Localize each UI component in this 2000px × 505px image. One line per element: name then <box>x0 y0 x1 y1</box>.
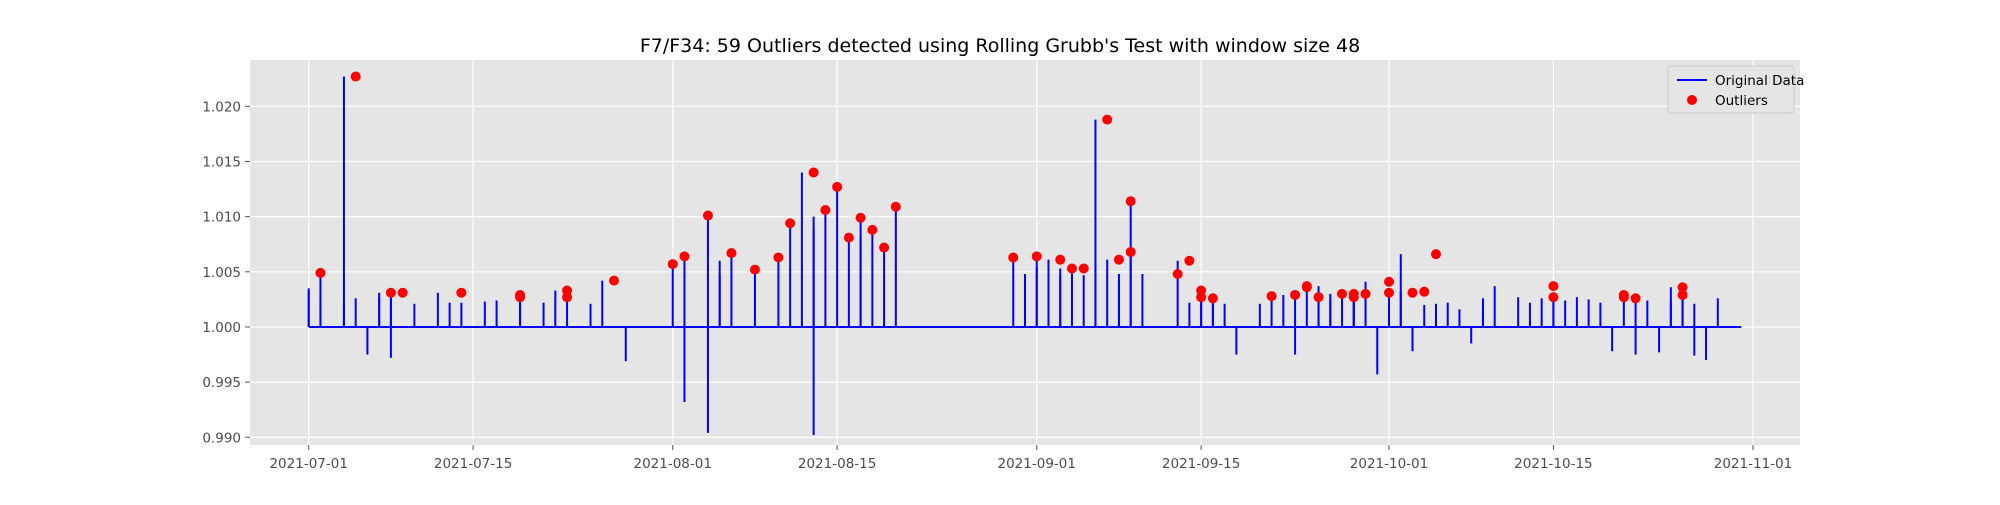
chart-title: F7/F34: 59 Outliers detected using Rolli… <box>640 35 1360 57</box>
outlier-point <box>1078 263 1089 274</box>
outlier-point <box>1196 292 1207 303</box>
outlier-point <box>1031 251 1042 262</box>
outlier-point <box>1360 288 1371 299</box>
outlier-point <box>867 224 878 235</box>
x-tick-label: 2021-08-01 <box>633 456 711 472</box>
outlier-point <box>1548 292 1559 303</box>
plot-area <box>250 60 1800 445</box>
outlier-point <box>808 167 819 178</box>
legend-dot-swatch <box>1687 95 1697 105</box>
outlier-point <box>315 267 326 278</box>
x-tick-label: 2021-11-01 <box>1714 456 1792 472</box>
outlier-point <box>890 201 901 212</box>
outlier-point <box>749 264 760 275</box>
x-tick-label: 2021-08-15 <box>798 456 876 472</box>
outlier-point <box>1630 293 1641 304</box>
outlier-point <box>1207 293 1218 304</box>
y-tick-label: 1.015 <box>202 154 241 170</box>
outlier-point <box>785 218 796 229</box>
outlier-point <box>562 292 573 303</box>
outlier-point <box>702 210 713 221</box>
y-tick-label: 1.005 <box>202 265 241 281</box>
outlier-point <box>1313 292 1324 303</box>
legend: Original Data Outliers <box>1667 65 1804 114</box>
axis-ticks: 2021-07-01 2021-07-15 2021-08-01 2021-08-15… <box>202 99 1792 472</box>
legend-box <box>1667 65 1795 114</box>
outlier-point <box>1066 263 1077 274</box>
outlier-point <box>1618 292 1629 303</box>
outlier-point <box>1677 282 1688 293</box>
outlier-point <box>456 287 467 298</box>
outlier-point <box>1290 289 1301 300</box>
outlier-point <box>1266 291 1277 302</box>
x-tick-label: 2021-07-01 <box>269 456 347 472</box>
x-tick-label: 2021-09-01 <box>998 456 1076 472</box>
outlier-point <box>832 181 843 192</box>
outlier-point <box>515 292 526 303</box>
outlier-point <box>1384 287 1395 298</box>
y-tick-label: 1.020 <box>202 99 241 115</box>
outlier-point <box>1337 288 1348 299</box>
outlier-point <box>1407 287 1418 298</box>
outlier-point <box>385 287 396 298</box>
outlier-point <box>1102 114 1113 125</box>
outlier-point <box>843 232 854 243</box>
outlier-point <box>1548 281 1559 292</box>
x-tick-label: 2021-10-01 <box>1350 456 1428 472</box>
y-tick-label: 1.010 <box>202 210 241 226</box>
outlier-point <box>1677 289 1688 300</box>
outlier-point <box>1172 269 1183 280</box>
outlier-point <box>1008 252 1019 263</box>
x-tick-label: 2021-07-15 <box>434 456 512 472</box>
outlier-point <box>1184 255 1195 266</box>
outlier-point <box>1430 249 1441 260</box>
legend-label: Original Data <box>1715 73 1804 89</box>
x-tick-label: 2021-10-15 <box>1514 456 1592 472</box>
outlier-point <box>1113 254 1124 265</box>
outlier-point <box>1055 254 1066 265</box>
outlier-point <box>820 205 831 216</box>
outlier-point <box>1348 288 1359 299</box>
legend-label: Outliers <box>1715 93 1768 109</box>
outlier-point <box>1384 276 1395 287</box>
outlier-point <box>397 287 408 298</box>
outlier-point <box>726 248 737 259</box>
outlier-points <box>315 71 1688 304</box>
y-tick-label: 0.990 <box>202 430 241 446</box>
outlier-point <box>679 251 690 262</box>
outlier-point <box>609 275 620 286</box>
outlier-point <box>1419 286 1430 297</box>
y-tick-label: 1.000 <box>202 320 241 336</box>
x-tick-label: 2021-09-15 <box>1162 456 1240 472</box>
outlier-point <box>350 71 361 82</box>
outlier-point <box>1125 246 1136 257</box>
outlier-point <box>855 212 866 223</box>
outlier-point <box>1125 196 1136 207</box>
outlier-point <box>1301 281 1312 292</box>
outlier-point <box>667 259 678 270</box>
y-tick-label: 0.995 <box>202 375 241 391</box>
outlier-point <box>879 242 890 253</box>
outlier-point <box>773 252 784 263</box>
